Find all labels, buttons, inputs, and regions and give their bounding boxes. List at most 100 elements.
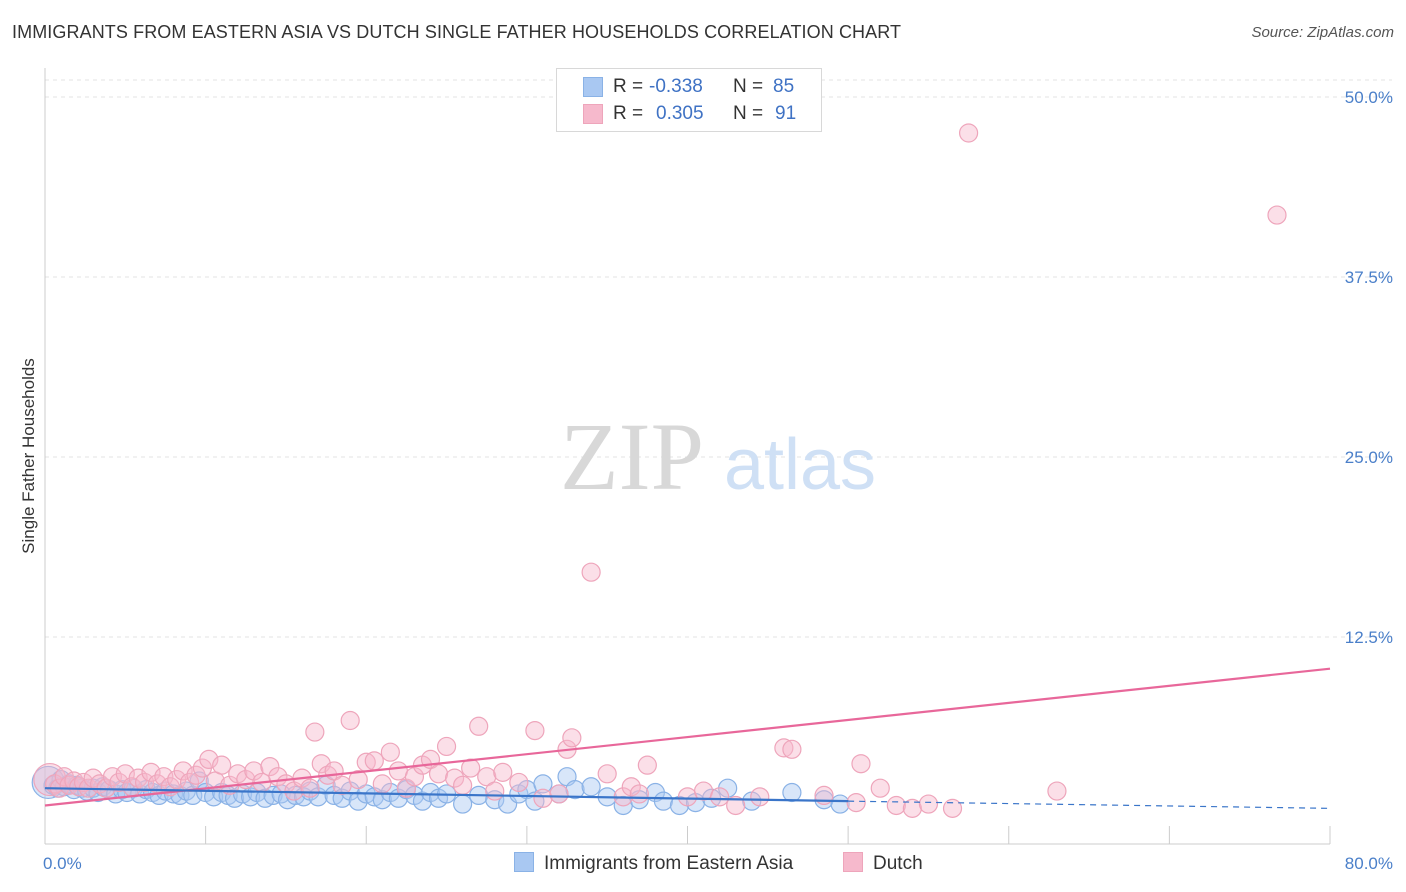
dutch-point — [726, 795, 746, 816]
bottom-legend-swatch-pink — [843, 852, 863, 872]
legend-n-label: N = — [733, 103, 764, 124]
legend-r-value: 0.305 — [656, 103, 704, 124]
dutch-point — [244, 761, 264, 781]
legend-row-blue: R = -0.338 N = 85 — [557, 75, 819, 101]
dutch-point — [581, 562, 601, 582]
y-tick-label: 37.5% — [1345, 268, 1393, 287]
eastern-asia-point — [581, 777, 601, 797]
dutch-point — [388, 761, 408, 781]
legend-n-value: 85 — [773, 76, 795, 97]
dutch-point — [469, 716, 489, 736]
eastern-asia-point — [565, 780, 585, 800]
dutch-point — [305, 722, 325, 742]
dutch-point — [637, 755, 657, 775]
legend-n-label: N = — [733, 76, 764, 97]
dutch-point — [453, 775, 473, 795]
dutch-point — [493, 762, 513, 782]
dutch-point — [918, 794, 939, 814]
source-label: Source: ZipAtlas.com — [1251, 24, 1394, 41]
x-tick-label-min: 0.0% — [43, 854, 82, 873]
dutch-point — [710, 787, 730, 807]
dutch-point — [340, 710, 360, 731]
dutch-point — [851, 754, 871, 774]
dutch-point — [549, 784, 569, 804]
y-tick-label: 50.0% — [1345, 88, 1393, 107]
trend-line-eastern-asia-extrapolated — [848, 800, 1331, 809]
dutch-point — [396, 778, 417, 798]
dutch-point — [300, 778, 320, 798]
dutch-point — [750, 787, 770, 807]
dutch-point — [677, 787, 698, 807]
dutch-point — [886, 795, 906, 816]
trend-line-eastern-asia — [44, 787, 849, 803]
dutch-point — [533, 788, 553, 808]
legend-r-value: -0.338 — [649, 76, 703, 97]
dutch-point — [902, 798, 922, 818]
watermark-zip: ZIP — [560, 403, 704, 510]
bottom-legend-blue: Immigrants from Eastern Asia — [514, 852, 793, 875]
eastern-asia-point — [653, 791, 674, 811]
legend: R = -0.338 N = 85 R = 0.305 N = 91 — [556, 68, 822, 132]
dutch-point — [846, 792, 866, 813]
legend-row-pink: R = 0.305 N = 91 — [557, 102, 819, 128]
legend-n-value: 91 — [775, 103, 797, 124]
dutch-point — [348, 769, 368, 790]
dutch-point — [436, 736, 457, 757]
dutch-point — [525, 720, 545, 741]
dutch-point — [485, 781, 505, 801]
dutch-point — [428, 764, 449, 784]
trend-lines — [44, 667, 1331, 809]
watermark: ZIP atlas — [560, 403, 876, 510]
dutch-point — [562, 728, 582, 748]
trend-line-dutch — [44, 667, 1331, 807]
y-tick-label: 25.0% — [1345, 448, 1393, 467]
dutch-point — [380, 742, 400, 762]
eastern-asia-point — [533, 774, 553, 794]
x-tick-label-max: 80.0% — [1345, 854, 1393, 873]
grid-lines — [45, 79, 1392, 638]
dutch-point — [461, 758, 481, 778]
dutch-point — [782, 739, 802, 759]
dutch-point — [942, 798, 963, 818]
legend-r-label: R = — [613, 103, 644, 124]
dutch-point — [332, 775, 352, 795]
bottom-legend-label-pink: Dutch — [873, 853, 923, 874]
dutch-point — [212, 755, 232, 775]
dutch-point — [774, 738, 794, 758]
dutch-point — [621, 777, 641, 797]
legend-r-label: R = — [613, 76, 644, 97]
dutch-point — [260, 756, 280, 777]
dutch-point — [629, 784, 649, 804]
eastern-asia-point — [830, 794, 850, 814]
dutch-point — [870, 778, 890, 798]
dutch-point — [958, 123, 979, 143]
series-dutch — [33, 123, 1287, 818]
dutch-point — [173, 761, 193, 781]
tick-labels: 12.5% 25.0% 37.5% 50.0% 0.0% 80.0% — [43, 88, 1393, 873]
chart-title: IMMIGRANTS FROM EASTERN ASIA VS DUTCH SI… — [12, 22, 902, 42]
dutch-point — [597, 764, 617, 784]
dutch-point — [1047, 781, 1067, 801]
bottom-legend-pink: Dutch — [843, 852, 923, 875]
eastern-asia-point — [453, 794, 473, 814]
watermark-atlas: atlas — [724, 425, 876, 505]
legend-swatch-pink — [583, 104, 603, 124]
dutch-point — [477, 767, 497, 787]
dutch-point — [693, 781, 714, 801]
legend-swatch-blue — [583, 77, 603, 97]
dutch-point — [141, 762, 161, 782]
bottom-legend-swatch-blue — [514, 852, 534, 872]
dutch-point — [404, 767, 425, 787]
dutch-point — [1267, 205, 1287, 225]
axes — [44, 68, 1331, 845]
dutch-point — [372, 774, 392, 794]
dutch-point — [186, 765, 206, 785]
eastern-asia-point — [782, 782, 802, 803]
eastern-asia-point — [372, 790, 392, 810]
dutch-point — [444, 768, 465, 788]
y-tick-label: 12.5% — [1345, 628, 1393, 647]
dutch-point — [509, 772, 529, 793]
dutch-point — [364, 751, 384, 771]
y-axis-label: Single Father Households — [19, 358, 38, 554]
